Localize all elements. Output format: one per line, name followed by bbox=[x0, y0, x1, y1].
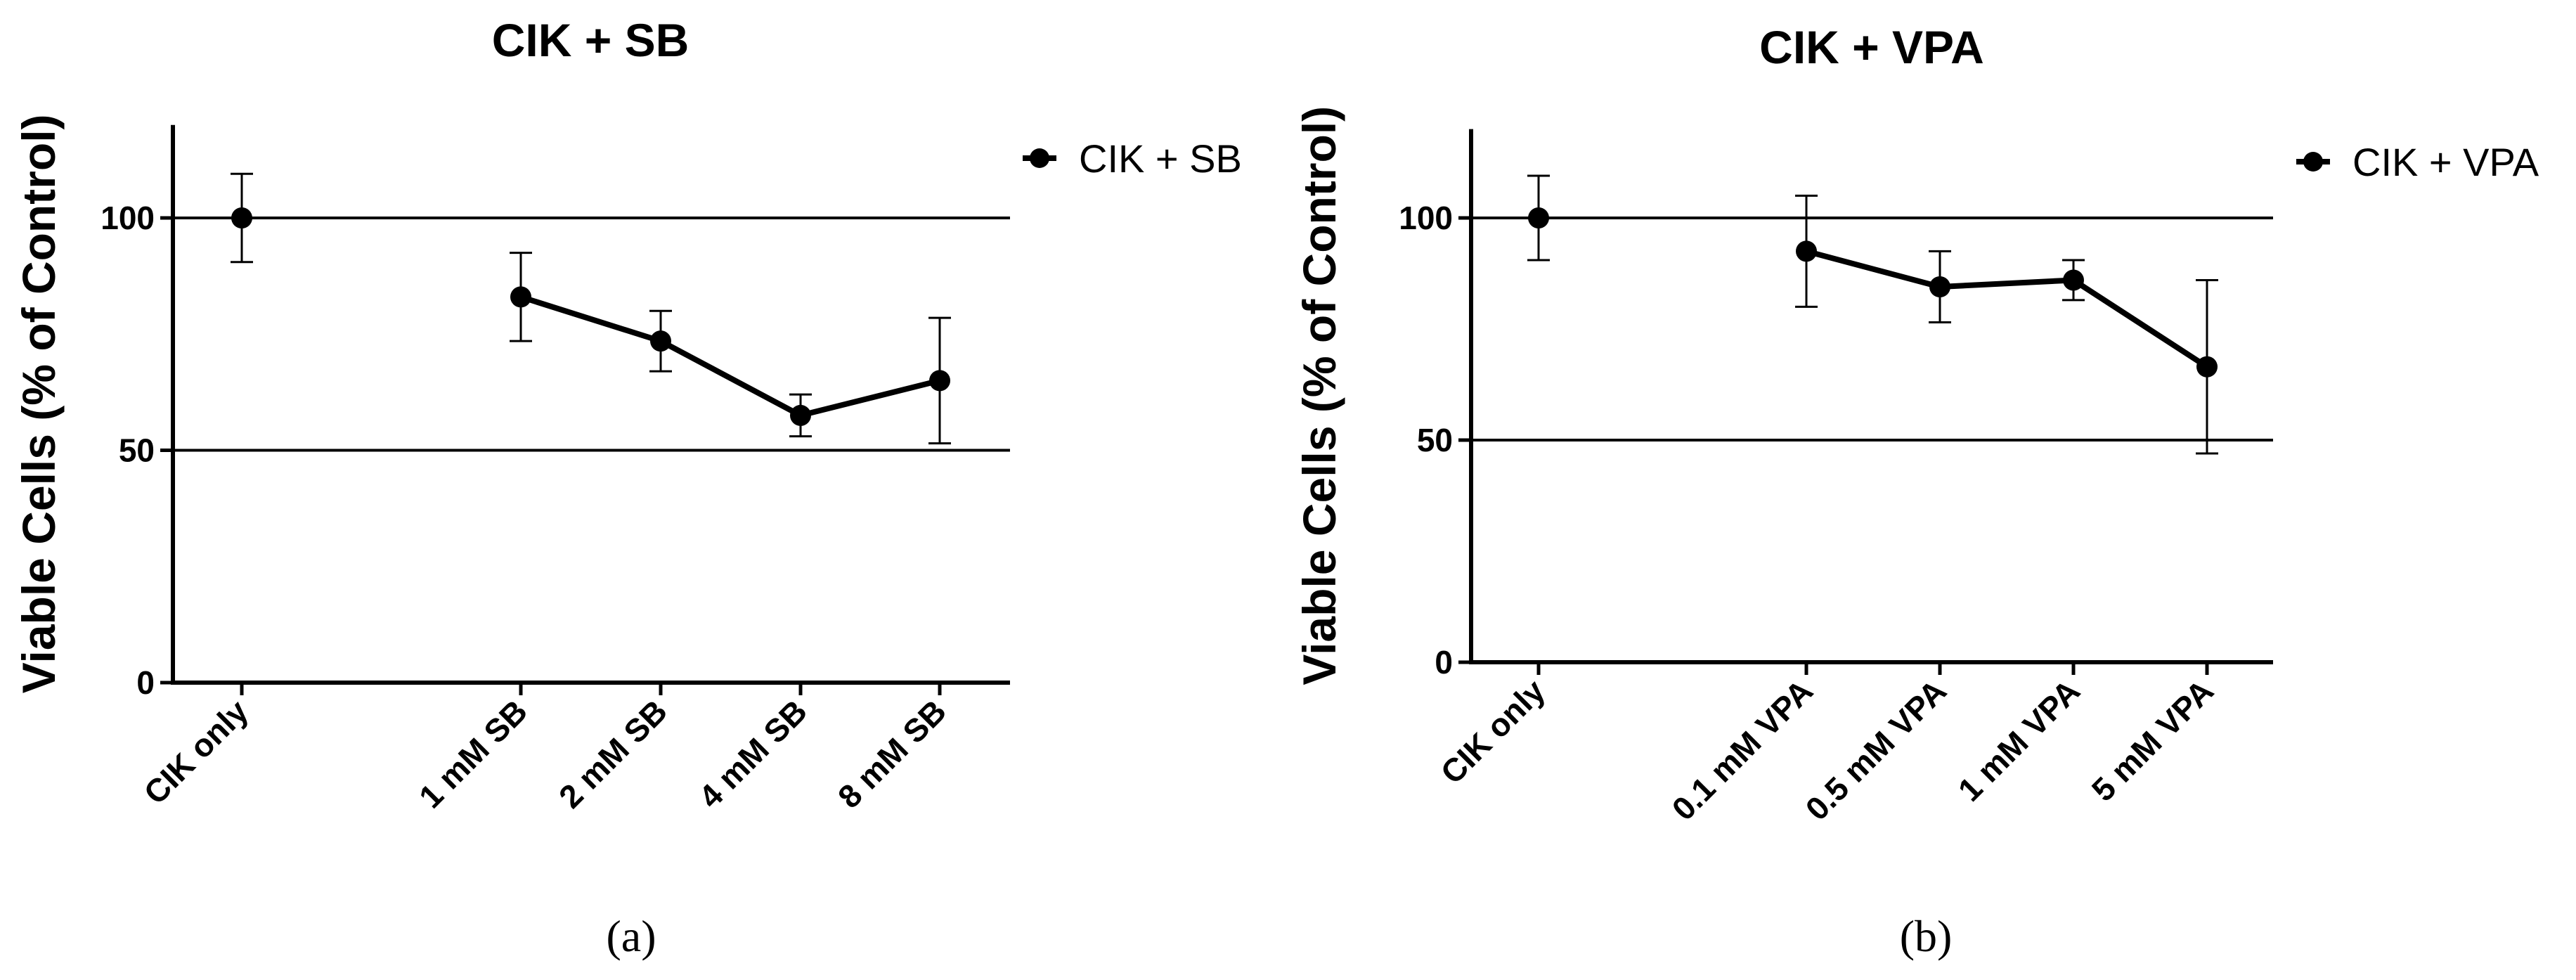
x-tick-label: 1 mM VPA bbox=[1951, 672, 2087, 808]
data-point bbox=[1796, 240, 1817, 262]
chart-title: CIK + SB bbox=[492, 14, 690, 66]
data-point bbox=[510, 286, 531, 308]
y-tick-label: 0 bbox=[136, 664, 155, 701]
data-point bbox=[2063, 269, 2084, 291]
chart-title: CIK + VPA bbox=[1759, 21, 1984, 73]
legend-marker bbox=[1030, 148, 1049, 168]
series-line bbox=[1805, 248, 2209, 370]
x-tick-label: 0.5 mM VPA bbox=[1799, 672, 1954, 827]
y-tick-label: 100 bbox=[101, 200, 155, 236]
x-tick-label: 2 mM SB bbox=[552, 692, 674, 815]
x-tick-label: CIK only bbox=[1433, 672, 1552, 791]
data-point bbox=[1528, 207, 1549, 228]
data-point bbox=[2196, 356, 2218, 378]
x-tick-label: 5 mM VPA bbox=[2085, 672, 2220, 808]
legend-label: CIK + SB bbox=[1079, 136, 1242, 181]
data-point bbox=[231, 207, 252, 228]
panel-caption: (b) bbox=[1900, 911, 1953, 961]
y-tick-label: 100 bbox=[1399, 200, 1453, 236]
chart-panel-a: CIK + SB Viable Cells (% of Control) 0 50 10… bbox=[13, 14, 1242, 961]
x-tick-label: CIK only bbox=[136, 692, 255, 811]
y-axis-label: Viable Cells (% of Control) bbox=[13, 114, 65, 693]
x-tick-label: 0.1 mM VPA bbox=[1665, 672, 1820, 827]
y-tick-label: 50 bbox=[119, 432, 155, 469]
y-tick-label: 0 bbox=[1435, 644, 1453, 681]
x-tick-label: 8 mM SB bbox=[831, 692, 953, 815]
data-point bbox=[929, 370, 950, 392]
data-point bbox=[650, 330, 671, 352]
y-tick-label: 50 bbox=[1417, 422, 1453, 458]
data-point bbox=[790, 404, 811, 426]
series-line bbox=[519, 294, 940, 418]
legend-marker bbox=[2303, 152, 2323, 172]
chart-panel-b: CIK + VPA Viable Cells (% of Control) 0 50 1… bbox=[1293, 21, 2539, 961]
data-point bbox=[1929, 276, 1950, 297]
legend-label: CIK + VPA bbox=[2352, 140, 2539, 184]
y-axis-label: Viable Cells (% of Control) bbox=[1293, 106, 1345, 685]
x-tick-label: 4 mM SB bbox=[692, 692, 814, 815]
panel-caption: (a) bbox=[606, 911, 656, 961]
x-tick-label: 1 mM SB bbox=[412, 692, 534, 815]
